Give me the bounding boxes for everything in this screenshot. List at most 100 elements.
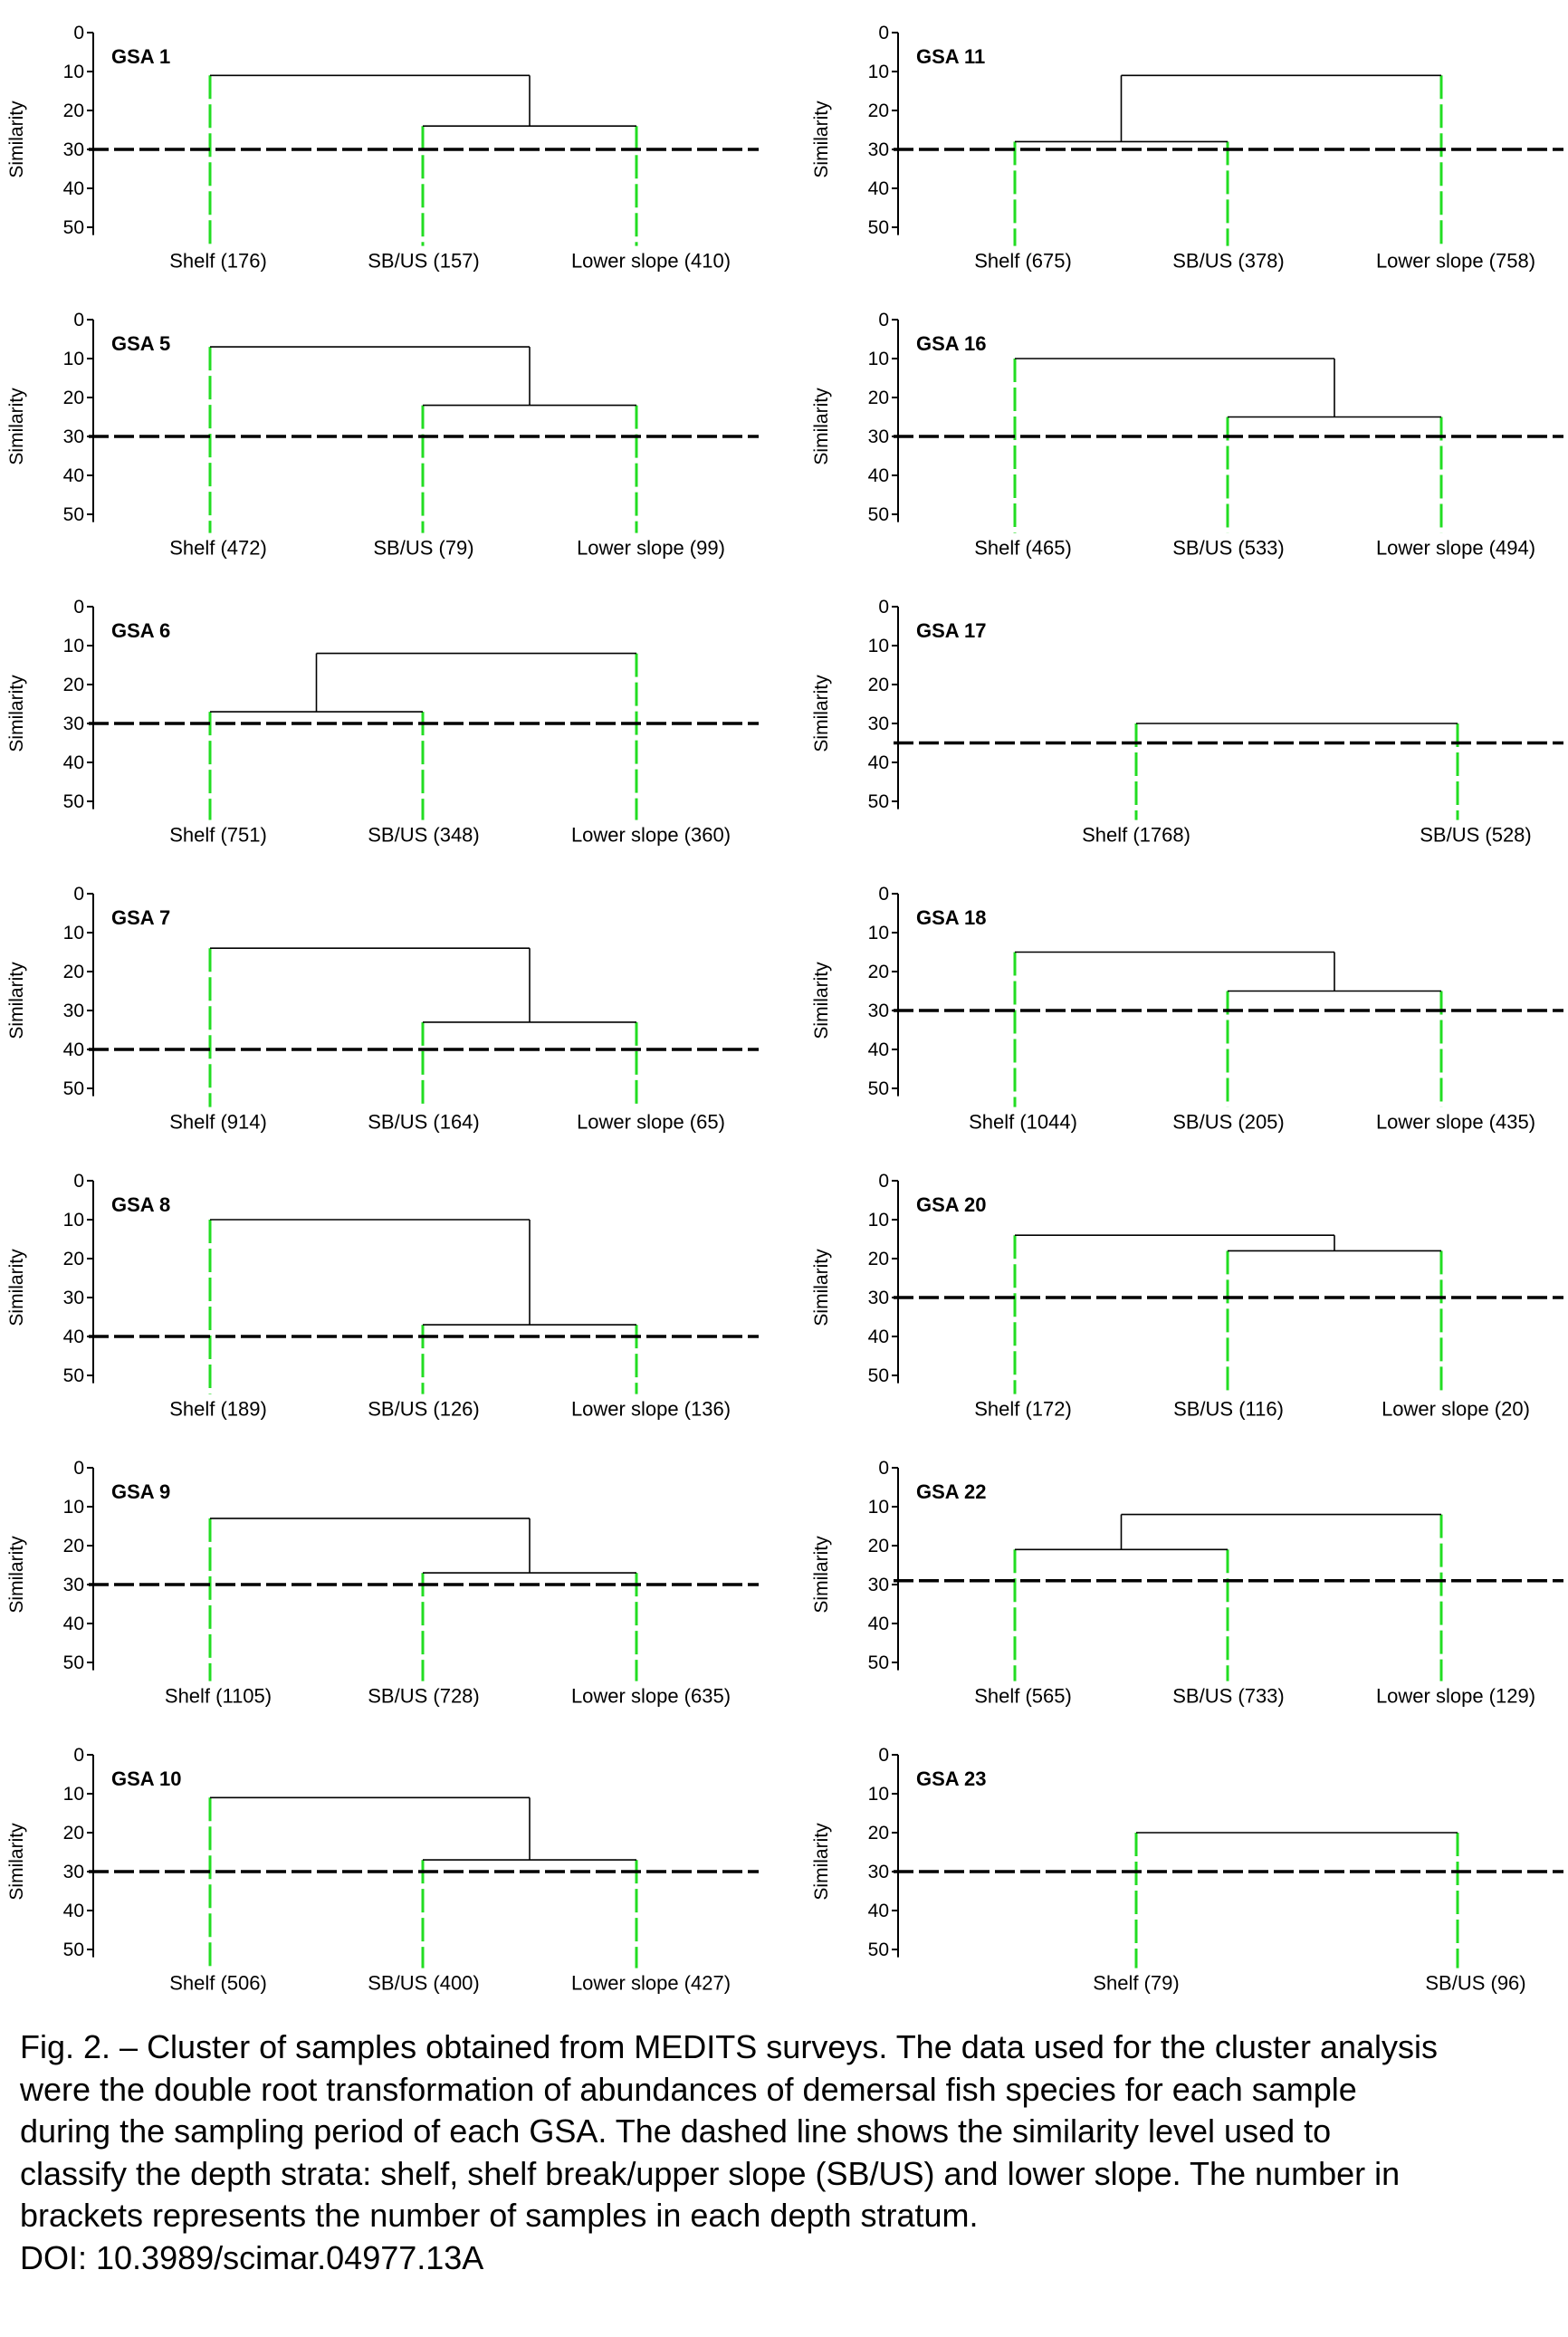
y-axis-label: Similarity	[6, 675, 27, 752]
y-tick-label: 10	[63, 923, 84, 943]
leaf-label: Shelf (914)	[169, 1111, 267, 1134]
y-tick-label: 10	[63, 636, 84, 656]
leaf-label: Lower slope (136)	[571, 1398, 731, 1421]
leaf-label: SB/US (96)	[1425, 1972, 1525, 1995]
dendrogram-panel: 0 10 20 30 40 50 Similarity GSA 7 Shelf (914) SB/…	[6, 884, 759, 1134]
y-tick-label: 20	[63, 1536, 84, 1556]
y-tick-label: 0	[878, 1458, 889, 1479]
y-tick-label: 10	[63, 349, 84, 369]
panel-title: GSA 8	[111, 1193, 170, 1216]
dendrogram-panel: 0 10 20 30 40 50 Similarity GSA 22 Shelf (565) SB…	[811, 1458, 1563, 1708]
y-tick-label: 50	[63, 1078, 84, 1099]
panel-title: GSA 22	[916, 1480, 986, 1503]
y-tick-label: 20	[63, 1823, 84, 1844]
y-axis-label: Similarity	[6, 1823, 27, 1901]
y-tick-label: 40	[868, 1327, 889, 1347]
leaf-label: Shelf (565)	[974, 1685, 1072, 1708]
y-tick-label: 30	[868, 426, 889, 447]
leaf-label: Shelf (172)	[974, 1398, 1072, 1421]
y-tick-label: 20	[63, 675, 84, 695]
y-tick-label: 50	[868, 791, 889, 812]
leaf-label: Lower slope (494)	[1376, 537, 1535, 560]
leaf-label: SB/US (126)	[368, 1398, 480, 1421]
dendrogram-panel: 0 10 20 30 40 50 Similarity GSA 16 Shelf (465) SB…	[811, 310, 1563, 560]
y-axis-label: Similarity	[811, 101, 832, 178]
y-tick-label: 40	[868, 1614, 889, 1634]
y-axis-label: Similarity	[6, 101, 27, 178]
y-axis-label: Similarity	[811, 1536, 832, 1614]
caption-line: during the sampling period of each GSA. …	[20, 2112, 1332, 2150]
y-axis-label: Similarity	[811, 388, 832, 465]
leaf-label: Shelf (176)	[169, 250, 267, 273]
leaf-label: Lower slope (758)	[1376, 250, 1535, 273]
caption-line: classify the depth strata: shelf, shelf …	[20, 2154, 1401, 2192]
panel-title: GSA 11	[916, 45, 985, 68]
y-tick-label: 10	[868, 1210, 889, 1231]
y-tick-label: 50	[63, 217, 84, 238]
y-tick-label: 50	[63, 1365, 84, 1386]
y-tick-label: 10	[63, 1784, 84, 1805]
y-tick-label: 30	[868, 1288, 889, 1308]
leaf-label: SB/US (533)	[1172, 537, 1285, 560]
y-tick-label: 40	[63, 752, 84, 773]
y-tick-label: 50	[63, 1940, 84, 1960]
leaf-label: Shelf (189)	[169, 1398, 267, 1421]
y-tick-label: 40	[63, 465, 84, 486]
y-tick-label: 20	[63, 1249, 84, 1269]
y-tick-label: 20	[868, 101, 889, 121]
y-tick-label: 50	[63, 791, 84, 812]
leaf-label: Lower slope (427)	[571, 1972, 731, 1995]
leaf-label: SB/US (157)	[368, 250, 480, 273]
y-tick-label: 10	[868, 1784, 889, 1805]
dendrogram-panel: 0 10 20 30 40 50 Similarity GSA 18 Shelf (1044) S…	[811, 884, 1563, 1134]
leaf-label: Shelf (751)	[169, 824, 267, 847]
panel-title: GSA 16	[916, 332, 986, 355]
y-tick-label: 20	[868, 675, 889, 695]
y-tick-label: 0	[878, 310, 889, 330]
y-tick-label: 10	[868, 636, 889, 656]
y-tick-label: 30	[868, 139, 889, 160]
y-tick-label: 30	[63, 426, 84, 447]
dendrogram-panel: 0 10 20 30 40 50 Similarity GSA 8 Shelf (189) SB/…	[6, 1171, 759, 1421]
leaf-label: Lower slope (635)	[571, 1685, 731, 1708]
leaf-label: SB/US (728)	[368, 1685, 480, 1708]
y-tick-label: 20	[63, 388, 84, 408]
y-tick-label: 30	[63, 1001, 84, 1021]
y-tick-label: 10	[868, 1497, 889, 1518]
dendrogram-panel: 0 10 20 30 40 50 Similarity GSA 1 Shelf (176) SB/…	[6, 23, 759, 273]
y-tick-label: 30	[63, 1575, 84, 1595]
leaf-label: SB/US (400)	[368, 1972, 480, 1995]
panel-title: GSA 18	[916, 906, 986, 929]
leaf-label: Lower slope (129)	[1376, 1685, 1535, 1708]
y-axis-label: Similarity	[6, 962, 27, 1039]
leaf-label: Lower slope (20)	[1382, 1398, 1530, 1421]
y-tick-label: 40	[868, 1901, 889, 1921]
y-tick-label: 10	[63, 1210, 84, 1231]
y-tick-label: 50	[868, 1940, 889, 1960]
panel-title: GSA 5	[111, 332, 170, 355]
leaf-label: Lower slope (360)	[571, 824, 731, 847]
figure-caption: Fig. 2. – Cluster of samples obtained fr…	[20, 2026, 1550, 2279]
y-tick-label: 30	[63, 714, 84, 734]
panel-title: GSA 23	[916, 1767, 986, 1790]
y-tick-label: 10	[868, 923, 889, 943]
y-tick-label: 50	[63, 504, 84, 525]
y-tick-label: 30	[63, 1288, 84, 1308]
caption-line: Fig. 2. – Cluster of samples obtained fr…	[20, 2028, 1439, 2065]
y-tick-label: 10	[868, 62, 889, 82]
leaf-label: Shelf (465)	[974, 537, 1072, 560]
y-tick-label: 40	[868, 752, 889, 773]
leaf-label: Lower slope (99)	[577, 537, 725, 560]
dendrogram-panel: 0 10 20 30 40 50 Similarity GSA 11 Shelf (675) SB…	[811, 23, 1563, 273]
panel-title: GSA 9	[111, 1480, 170, 1503]
y-axis-label: Similarity	[811, 1249, 832, 1327]
y-tick-label: 10	[868, 349, 889, 369]
leaf-label: SB/US (164)	[368, 1111, 480, 1134]
leaf-label: Shelf (1105)	[165, 1685, 272, 1708]
y-tick-label: 0	[878, 597, 889, 618]
leaf-label: SB/US (116)	[1173, 1398, 1284, 1421]
y-tick-label: 50	[868, 1652, 889, 1673]
y-tick-label: 40	[63, 1614, 84, 1634]
y-tick-label: 0	[73, 23, 84, 43]
y-tick-label: 30	[868, 714, 889, 734]
